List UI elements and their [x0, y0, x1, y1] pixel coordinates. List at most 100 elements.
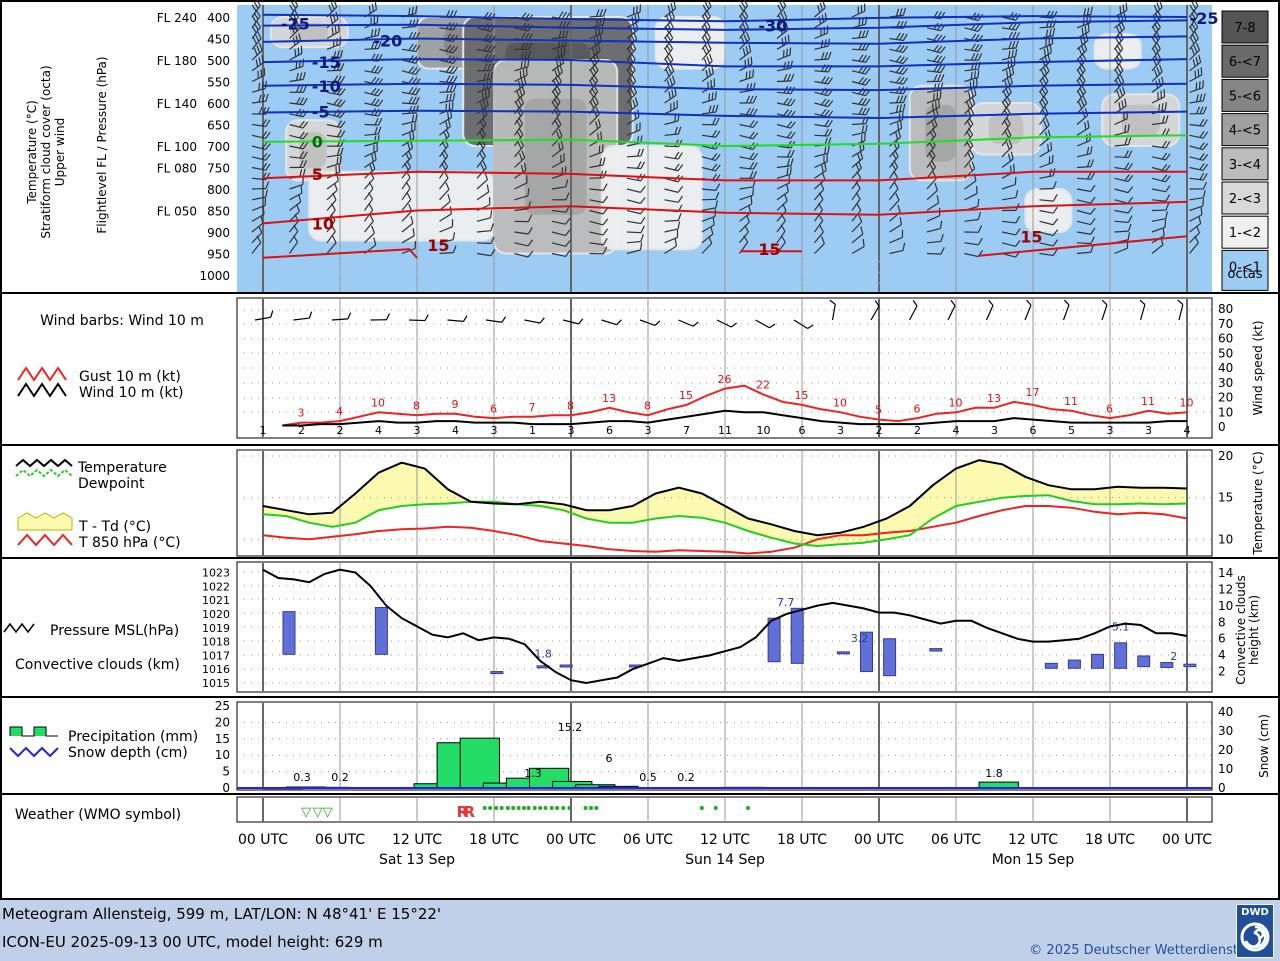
barb-shaft [365, 125, 379, 126]
pressure-tick-label: 750 [207, 162, 230, 176]
time-tick-label: 06 UTC [931, 832, 981, 848]
conv-ytick-label: 14 [1218, 566, 1233, 580]
flight-level-label: FL 140 [157, 97, 197, 111]
snow-ytick-label: 0 [1218, 781, 1226, 795]
precip-label: 1.8 [985, 767, 1003, 780]
isotherm-label: -10 [312, 77, 341, 96]
precip-label: 1.3 [524, 767, 542, 780]
rain-symbol [506, 806, 510, 810]
weather-panel: ▽▽▽RR Weather (WMO symbol) [15, 797, 1212, 823]
rain-symbol [500, 806, 504, 810]
wind-value-label: 2 [337, 424, 344, 437]
time-tick-label: 18 UTC [1085, 832, 1135, 848]
time-tick-label: 00 UTC [238, 832, 288, 848]
cloud-legend-label: 7-8 [1234, 21, 1255, 36]
upper-ylabel-cloud: Stratiform cloud cover (octa) [39, 65, 53, 238]
wind-value-label: 4 [953, 424, 960, 437]
pressure-ytick-label: 1021 [202, 594, 230, 607]
wind-value-label: 2 [876, 424, 883, 437]
gust-value-label: 10 [1180, 396, 1194, 409]
gust-value-label: 15 [795, 389, 809, 402]
rain-symbol [511, 806, 515, 810]
conv-ytick-label: 10 [1218, 599, 1233, 613]
gust-value-label: 22 [756, 379, 770, 392]
wind-ytick-label: 60 [1218, 332, 1233, 346]
convective-bar [1138, 656, 1150, 667]
gust-value-label: 6 [1106, 402, 1113, 415]
pressure-ytick-label: 1023 [202, 567, 230, 580]
pressure-tick-label: 500 [207, 54, 230, 68]
convective-bar [930, 649, 942, 651]
flight-level-label: FL 100 [157, 140, 197, 154]
barb-shaft [1115, 157, 1129, 158]
gust-value-label: 11 [1064, 395, 1078, 408]
wind-value-label: 3 [1107, 424, 1114, 437]
flight-level-label: FL 050 [157, 205, 197, 219]
pressure-ytick-label: 1020 [202, 608, 230, 621]
convective-label: 3.2 [851, 632, 869, 645]
pressure-tick-label: 600 [207, 97, 230, 111]
temp-ytick-label: 15 [1218, 491, 1233, 505]
pressure-ytick-label: 1022 [202, 580, 230, 593]
day-label: Sun 14 Sep [685, 852, 765, 868]
wind-ytick-label: 30 [1218, 376, 1233, 390]
precip-legend-icon [10, 727, 58, 736]
isotherm-label: 10 [312, 214, 334, 233]
wind-value-label: 2 [298, 424, 305, 437]
barb-shaft [1077, 243, 1091, 244]
pressure-legend-label: Pressure MSL(hPa) [50, 623, 179, 639]
cloud-legend-label: 4-<5 [1229, 124, 1261, 139]
convective-bar [884, 639, 896, 676]
wind-panel-title: Wind barbs: Wind 10 m [40, 313, 204, 329]
gust-legend-label: Gust 10 m (kt) [79, 369, 181, 385]
gust-value-label: 10 [833, 396, 847, 409]
pressure-tick-label: 800 [207, 183, 230, 197]
gust-legend-icon [18, 368, 66, 380]
isotherm-label: -25 [1190, 9, 1219, 28]
convective-bar [491, 672, 503, 674]
time-tick-label: 06 UTC [623, 832, 673, 848]
gust-value-label: 11 [1141, 395, 1155, 408]
precip-ytick-label: 5 [222, 765, 230, 779]
gust-value-label: 9 [452, 398, 459, 411]
rain-symbol [567, 806, 571, 810]
wind-value-label: 6 [799, 424, 806, 437]
day-label: Mon 15 Sep [992, 852, 1075, 868]
wind-value-label: 4 [375, 424, 382, 437]
temp-ytick-label: 20 [1218, 449, 1233, 463]
cloud-legend-label: 3-<4 [1229, 158, 1261, 173]
precip-label: 0.5 [639, 771, 657, 784]
time-tick-label: 00 UTC [546, 832, 596, 848]
weather-panel-title: Weather (WMO symbol) [15, 807, 181, 823]
upper-ylabel-fl: Flightlevel FL / Pressure (hPa) [95, 56, 109, 233]
temp-ylabel: Temperature (°C) [1251, 451, 1265, 556]
pressure-legend-icon [4, 624, 34, 632]
wind-ytick-label: 10 [1218, 405, 1233, 419]
time-tick-label: 00 UTC [854, 832, 904, 848]
wind-value-label: 3 [568, 424, 575, 437]
pressure-tick-label: 900 [207, 226, 230, 240]
conv-ylabel-2: height (km) [1247, 595, 1261, 665]
t850-legend-label: T 850 hPa (°C) [78, 535, 181, 551]
rain-symbol [700, 806, 704, 810]
snow-ytick-label: 10 [1218, 762, 1233, 776]
cloud-core [525, 99, 587, 215]
convective-bar [1092, 654, 1104, 668]
upper-ylabel-wind: Upper wind [53, 118, 67, 187]
barb-shaft [477, 243, 491, 244]
wind-value-label: 3 [414, 424, 421, 437]
wind-value-label: 6 [606, 424, 613, 437]
rain-symbol [544, 806, 548, 810]
footer-model: ICON-EU 2025-09-13 00 UTC, model height:… [2, 933, 383, 951]
wind-value-label: 3 [837, 424, 844, 437]
gust-value-label: 3 [298, 407, 305, 420]
pressure-ytick-label: 1018 [202, 636, 230, 649]
wind-value-label: 3 [991, 424, 998, 437]
rain-symbol [494, 806, 498, 810]
pressure-tick-label: 650 [207, 119, 230, 133]
isotherm-label: 0 [312, 133, 323, 152]
